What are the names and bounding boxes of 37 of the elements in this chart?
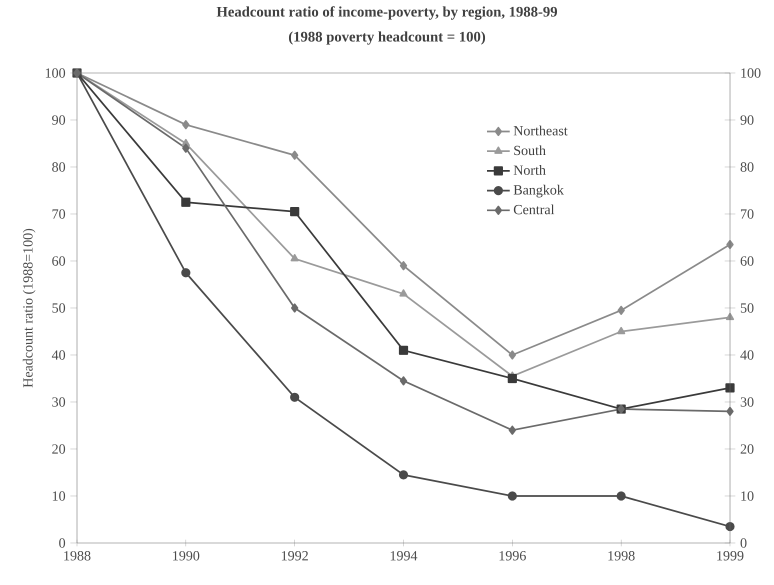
y-tick-label: 60	[52, 256, 66, 266]
y2-tick-label: 80	[740, 162, 754, 172]
y-tick-label: 40	[52, 350, 66, 360]
x-tick-label: 1999	[717, 551, 744, 560]
x-tick-label: 1992	[282, 551, 308, 560]
y2-tick-label: 60	[740, 256, 754, 266]
y-tick-label: 90	[52, 115, 66, 125]
y-axis-title: Headcount ratio (1988=100)	[22, 228, 36, 388]
x-tick-label: 1988	[64, 551, 90, 560]
legend-label: North	[514, 165, 546, 175]
y2-tick-label: 0	[740, 538, 747, 548]
chart-title: Headcount ratio of income-poverty, by region, 1988-99	[216, 6, 558, 20]
y-tick-label: 80	[52, 162, 66, 172]
legend-label: South	[514, 145, 546, 156]
legend-label: Northeast	[514, 126, 568, 136]
chart-subtitle: (1988 poverty headcount = 100)	[288, 31, 486, 45]
x-tick-label: 1996	[500, 551, 526, 560]
y2-tick-label: 50	[740, 303, 754, 313]
x-tick-label: 1990	[173, 551, 200, 560]
y2-tick-label: 30	[740, 397, 754, 407]
y2-tick-label: 90	[740, 115, 754, 125]
y2-tick-label: 40	[740, 350, 754, 360]
y2-tick-label: 70	[740, 209, 754, 219]
y-tick-label: 20	[52, 444, 66, 454]
y-tick-label: 10	[52, 491, 66, 501]
y-tick-label: 30	[52, 397, 66, 407]
legend-label: Central	[514, 204, 554, 214]
y-tick-label: 70	[52, 209, 66, 219]
x-tick-label: 1998	[608, 551, 635, 560]
legend-label: Bangkok	[514, 184, 564, 198]
y2-tick-label: 100	[741, 68, 761, 78]
y2-tick-label: 10	[741, 491, 754, 501]
y2-tick-label: 20	[740, 444, 754, 454]
y-tick-label: 0	[59, 538, 66, 548]
y-tick-label: 100	[46, 68, 66, 78]
x-tick-label: 1994	[390, 551, 418, 560]
y-tick-label: 50	[52, 303, 66, 313]
